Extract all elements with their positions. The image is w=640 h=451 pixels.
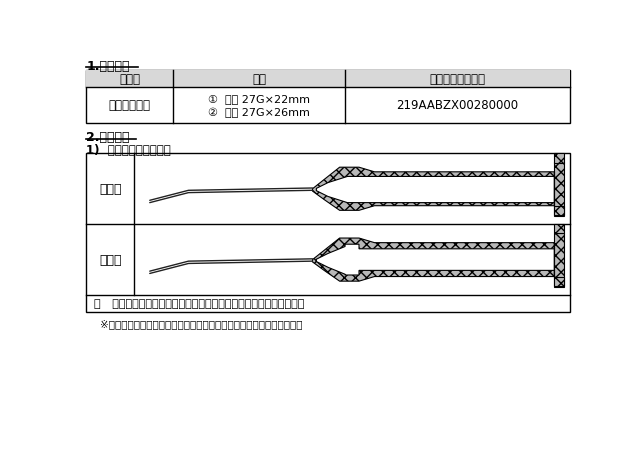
Text: 【旧】: 【旧】 [99,253,122,267]
Text: トップ眼科針: トップ眼科針 [109,99,150,112]
Text: ①  曲針 27G×22mm: ① 曲針 27G×22mm [208,94,310,104]
Text: 【新】: 【新】 [99,183,122,196]
Bar [86,71,570,123]
Polygon shape [316,177,554,203]
Text: 医療機器認証番号: 医療機器認証番号 [429,73,485,86]
Text: 2.変更内容: 2.変更内容 [86,131,130,144]
Bar [554,225,564,234]
Text: ・   針基内部の形状変更により、気泡混入のリスクを軽減しました。: ・ 針基内部の形状変更により、気泡混入のリスクを軽減しました。 [94,299,305,309]
Bar [554,206,564,216]
Bar [554,162,564,216]
Polygon shape [316,244,554,276]
Bar [86,71,570,88]
Bar [86,154,570,312]
Polygon shape [312,168,554,211]
Bar [554,154,564,163]
Text: ※イラストは「曲針」ですが、「直針」も同様の形状変更を行います。: ※イラストは「曲針」ですが、「直針」も同様の形状変更を行います。 [100,318,303,328]
Text: ②  直針 27G×26mm: ② 直針 27G×26mm [208,107,310,118]
Bar [554,277,564,286]
Text: 1)  針基内部の形状変更: 1) 針基内部の形状変更 [86,143,171,156]
Bar [554,233,564,287]
Text: 製品名: 製品名 [119,73,140,86]
Polygon shape [312,239,554,281]
Text: 1.対象製品: 1.対象製品 [86,60,130,73]
Text: 品種: 品種 [252,73,266,86]
Text: 219AABZX00280000: 219AABZX00280000 [396,99,518,112]
